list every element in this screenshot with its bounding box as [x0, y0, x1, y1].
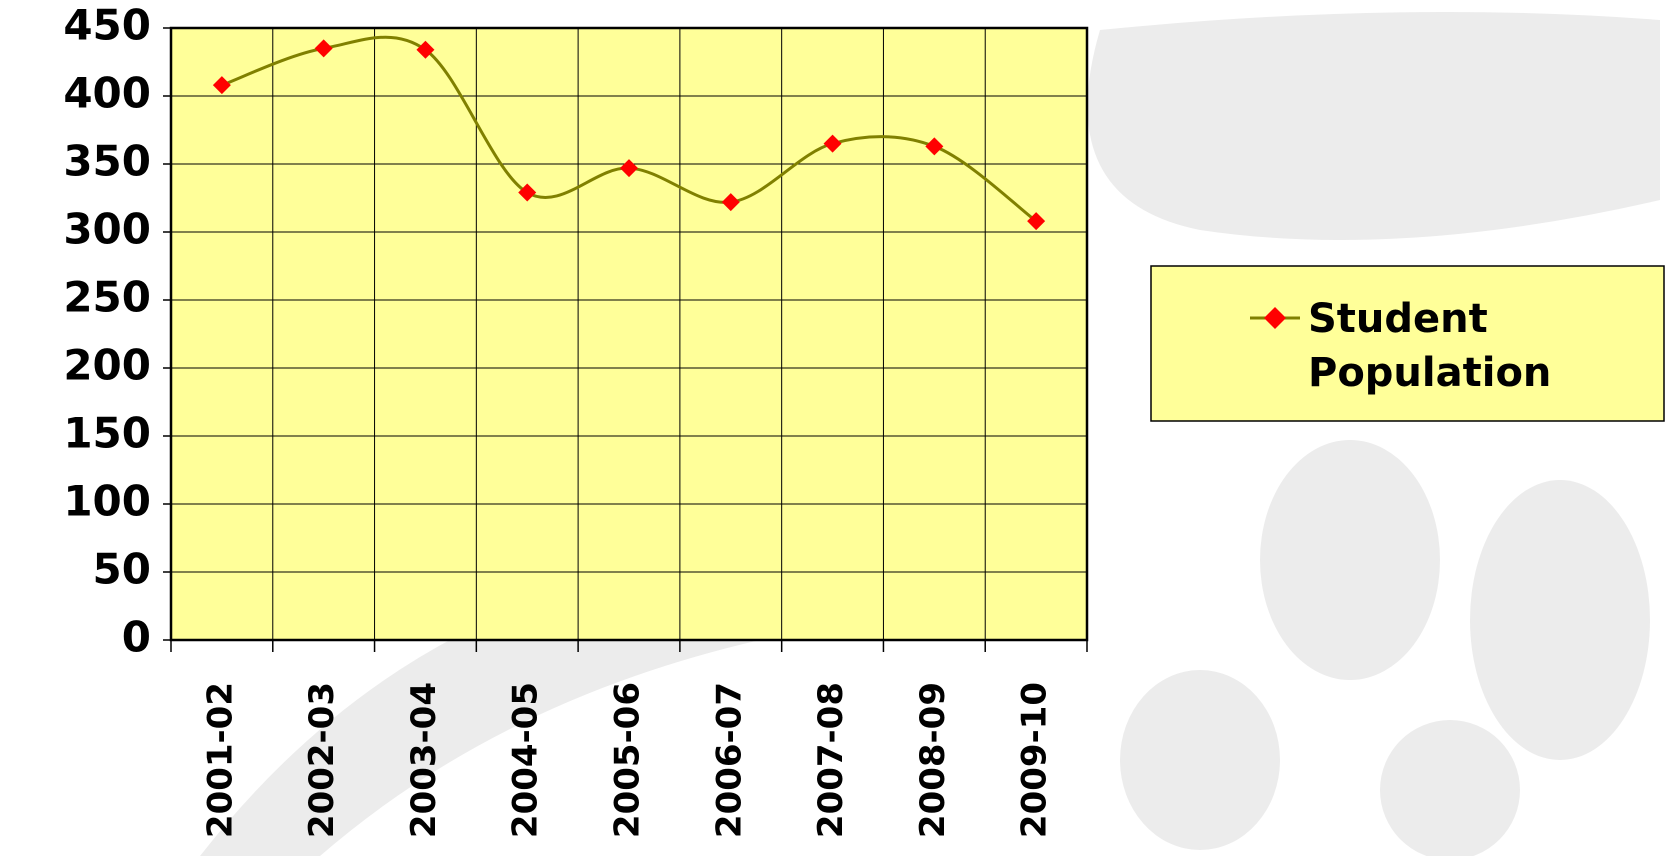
plot-area: [171, 28, 1087, 640]
y-tick-label: 150: [63, 409, 151, 458]
legend-label: Student Population: [1308, 296, 1552, 396]
marker: [823, 134, 842, 153]
x-tick-label: 2002-03: [302, 682, 342, 838]
y-tick-label: 100: [63, 477, 151, 526]
x-tick-label: 2008-09: [913, 682, 953, 838]
plot-border: [169, 26, 1089, 642]
legend-marker: [1264, 307, 1286, 329]
y-tick-label: 350: [63, 137, 151, 186]
marker: [1027, 212, 1046, 231]
x-tick-label: 2006-07: [709, 682, 749, 838]
x-tick-label: 2003-04: [404, 682, 444, 838]
x-tick-label: 2004-05: [506, 682, 546, 838]
y-tick-label: 400: [63, 69, 151, 118]
marker: [314, 39, 333, 58]
y-tick-label: 450: [63, 1, 151, 50]
y-tick-label: 0: [122, 613, 151, 662]
marker: [925, 137, 944, 156]
x-tick-label: 2001-02: [200, 682, 240, 838]
y-tick-label: 300: [63, 205, 151, 254]
y-tick-label: 250: [63, 273, 151, 322]
marker: [416, 40, 435, 59]
marker: [518, 183, 537, 202]
x-tick-label: 2005-06: [608, 682, 648, 838]
legend-box: [1150, 265, 1665, 422]
y-tick-label: 200: [63, 341, 151, 390]
y-tick-label: 50: [93, 545, 151, 594]
x-tick-label: 2007-08: [811, 682, 851, 838]
marker: [212, 76, 231, 95]
marker: [620, 159, 638, 178]
marker: [721, 193, 740, 212]
x-tick-label: 2009-10: [1015, 682, 1055, 838]
